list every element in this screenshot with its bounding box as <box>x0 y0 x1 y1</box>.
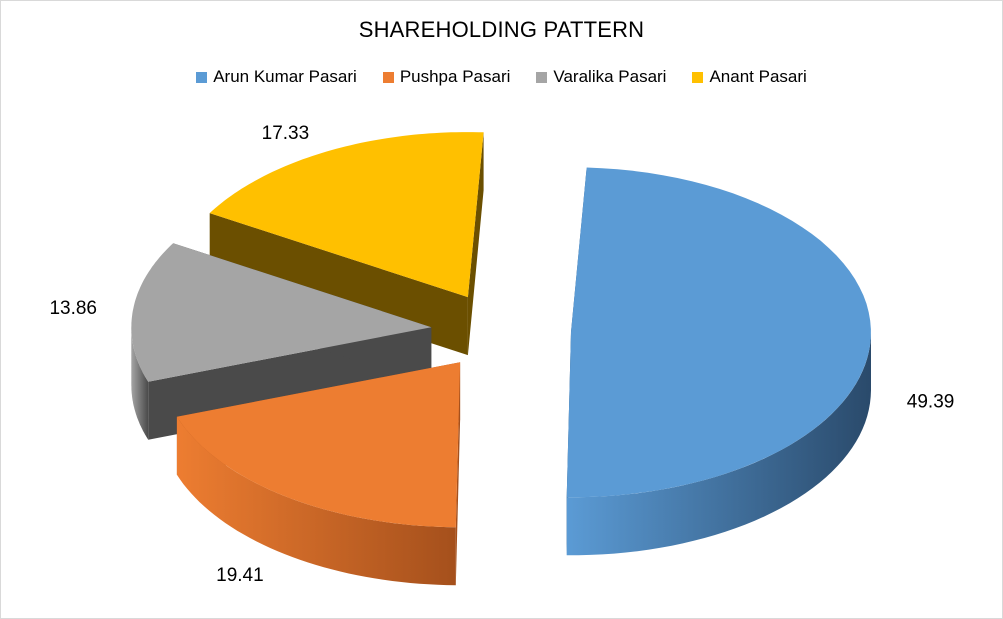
legend-entry-anant: Anant Pasari <box>692 67 807 87</box>
pie-slice-wall-arun-0 <box>566 332 871 556</box>
legend-swatch-arun <box>196 71 208 83</box>
pie-slice-wall-varalika-0 <box>131 327 149 440</box>
legend-swatch-anant <box>692 71 704 83</box>
legend-entry-varalika: Varalika Pasari <box>536 67 666 87</box>
legend-swatch-pushpa <box>382 71 394 83</box>
pie-slice-pushpa <box>176 362 461 586</box>
legend-label-pushpa: Pushpa Pasari <box>399 67 511 86</box>
pie-slice-cut-face-anant-1 <box>467 132 484 356</box>
legend-entry-pushpa: Pushpa Pasari <box>382 67 511 87</box>
data-label-arun: 49.39 <box>907 391 955 412</box>
legend-swatch-varalika <box>536 71 548 83</box>
chart-title: SHAREHOLDING PATTERN <box>358 17 645 42</box>
legend-label-varalika: Varalika Pasari <box>553 67 667 86</box>
data-label-anant: 17.33 <box>262 123 310 144</box>
pie-slice-top-pushpa <box>176 362 461 528</box>
pie-slice-wall-pushpa-0 <box>176 416 456 586</box>
pie-slice-top-varalika <box>131 243 432 382</box>
legend-label-arun: Arun Kumar Pasari <box>213 67 357 86</box>
pie-slice-arun <box>566 167 871 556</box>
legend: Arun Kumar Pasari Pushpa Pasari Varalika… <box>1 67 1002 87</box>
pie-slice-top-anant <box>209 132 484 298</box>
pie-slice-top-arun <box>566 167 871 498</box>
legend-label-anant: Anant Pasari <box>709 67 807 86</box>
legend-entry-arun: Arun Kumar Pasari <box>196 67 357 87</box>
data-label-varalika: 13.86 <box>49 298 97 319</box>
data-label-pushpa: 19.41 <box>216 565 264 586</box>
